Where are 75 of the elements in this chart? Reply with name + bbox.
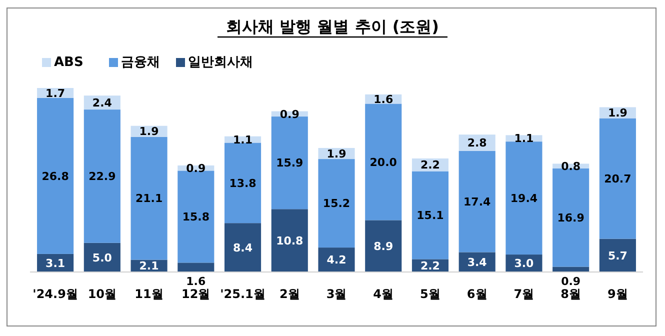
- data-label: 2.4: [92, 96, 112, 110]
- data-label: 13.8: [229, 176, 256, 190]
- data-label: 4.2: [326, 254, 346, 267]
- data-label: 0.9: [186, 162, 206, 175]
- data-label: 1.9: [608, 106, 628, 120]
- data-label: 1.7: [46, 86, 66, 100]
- data-label: 2.2: [420, 259, 440, 272]
- bar: [506, 142, 542, 255]
- bar: [318, 159, 355, 248]
- data-label: 15.8: [182, 210, 210, 224]
- data-label: 2.1: [139, 260, 159, 273]
- data-label: 17.4: [464, 195, 492, 208]
- x-tick-label: 6월: [466, 287, 488, 301]
- data-label: 0.8: [561, 160, 581, 173]
- data-label: 1.1: [514, 132, 534, 146]
- data-label: 3.1: [46, 256, 66, 270]
- bar: [365, 220, 402, 272]
- data-label: 3.0: [514, 257, 534, 270]
- bar: [458, 150, 496, 252]
- x-tick-label: 5월: [420, 287, 440, 301]
- bar: [37, 98, 74, 254]
- data-label: 1.6: [374, 92, 394, 106]
- bar: [84, 110, 120, 243]
- x-tick-label: 8월: [560, 287, 582, 301]
- bar: [130, 136, 168, 260]
- x-tick-label: 2월: [279, 287, 300, 301]
- bar: [412, 171, 449, 260]
- data-label: 26.8: [42, 170, 69, 183]
- x-tick-label: 11월: [134, 287, 164, 301]
- chart-title: 회사채 발행 월별 추이 (조원): [226, 17, 439, 36]
- data-label: 5.7: [608, 249, 628, 262]
- bar: [318, 248, 355, 272]
- bar: [178, 262, 214, 272]
- data-label: 3.4: [467, 256, 488, 269]
- x-tick-label: 9월: [608, 287, 628, 301]
- data-label: 15.2: [322, 197, 350, 210]
- data-label: 21.1: [135, 192, 163, 206]
- data-label: 0.9: [561, 274, 581, 288]
- bar: [271, 116, 308, 210]
- bar: [599, 238, 636, 272]
- data-label: 2.2: [420, 158, 440, 172]
- data-label: 1.9: [139, 125, 159, 138]
- data-label: 15.9: [276, 156, 304, 170]
- x-tick-label: 4월: [373, 287, 394, 301]
- bar: [224, 142, 262, 224]
- legend-label: 일반회사채: [188, 55, 253, 70]
- data-label: 2.8: [467, 136, 487, 150]
- bar: [365, 104, 402, 220]
- bar: [224, 223, 262, 272]
- data-label: 20.0: [370, 156, 398, 169]
- bar: [178, 170, 214, 263]
- x-tick-label: 12월: [182, 287, 210, 301]
- data-label: 0.9: [280, 108, 300, 121]
- data-label: 1.1: [233, 133, 253, 146]
- data-label: 1.9: [326, 147, 346, 160]
- bar: [84, 242, 120, 272]
- data-label: 20.7: [604, 172, 632, 186]
- bar: [599, 118, 636, 239]
- x-tick-label: 3월: [326, 287, 347, 301]
- data-label: 22.9: [88, 170, 116, 184]
- data-label: 19.4: [510, 192, 538, 205]
- data-label: 8.4: [233, 241, 253, 254]
- data-label: 1.6: [186, 274, 206, 288]
- x-tick-label: 7월: [514, 287, 534, 301]
- legend-label: ABS: [54, 55, 84, 70]
- data-label: 10.8: [276, 234, 304, 248]
- x-tick-label: 10월: [88, 287, 117, 301]
- legend-label: 금융채: [121, 55, 160, 70]
- data-label: 8.9: [374, 240, 394, 253]
- data-label: 5.0: [92, 251, 112, 264]
- bar: [271, 209, 308, 272]
- x-tick-label: '25.1월: [220, 287, 266, 301]
- data-label: 15.1: [416, 209, 444, 222]
- x-tick-label: '24.9월: [32, 287, 78, 301]
- data-label: 16.9: [557, 211, 584, 224]
